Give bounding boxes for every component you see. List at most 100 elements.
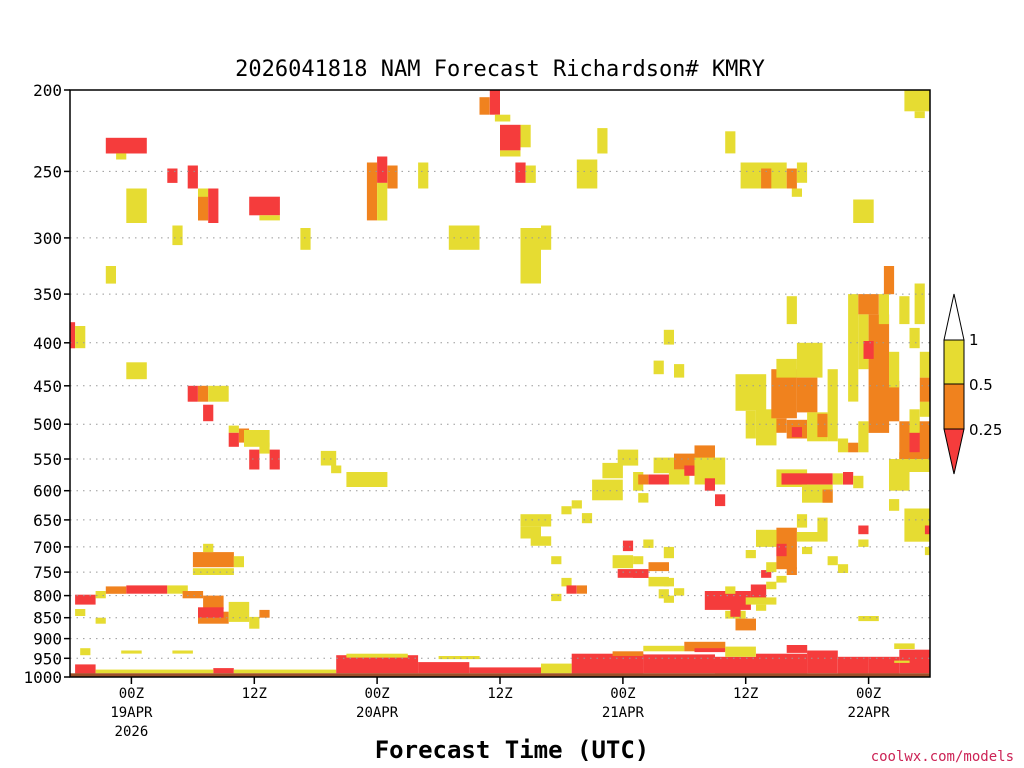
heatmap-cell xyxy=(192,552,234,568)
x-tick-label: 12Z xyxy=(487,686,512,702)
heatmap-cell xyxy=(878,380,900,422)
heatmap-cell xyxy=(883,266,895,295)
heatmap-cell xyxy=(715,494,726,507)
heatmap-cell xyxy=(366,162,378,221)
heatmap-cell xyxy=(259,215,280,221)
heatmap-cell xyxy=(745,550,756,559)
heatmap-cell xyxy=(525,165,536,183)
heatmap-cell xyxy=(346,653,408,658)
heatmap-cell xyxy=(827,369,838,442)
heatmap-cell xyxy=(561,506,572,515)
heatmap-cell xyxy=(320,450,337,466)
heatmap-cell xyxy=(848,442,859,453)
heatmap-cell xyxy=(208,385,229,402)
y-tick-label: 700 xyxy=(33,538,62,557)
x-tick-label: 00Z xyxy=(119,686,144,702)
heatmap-cell xyxy=(924,525,930,535)
heatmap-cell xyxy=(786,567,797,575)
heatmap-cell xyxy=(541,225,552,250)
heatmap-cell xyxy=(233,556,244,568)
heatmap-cell xyxy=(105,266,116,284)
heatmap-cell xyxy=(643,645,685,652)
heatmap-cell xyxy=(126,362,147,380)
heatmap-cell xyxy=(796,162,808,183)
heatmap-cell xyxy=(233,669,337,674)
x-axis: 00Z 19APR 2026 12Z 00Z 20APR 12Z 00Z 21APR 12Z 00Z… xyxy=(110,677,890,740)
heatmap-cell xyxy=(249,449,260,470)
heatmap-cell xyxy=(843,472,854,485)
heatmap-cell xyxy=(167,168,178,183)
heatmap-cell xyxy=(597,128,608,154)
legend-swatch xyxy=(943,383,965,430)
ground-band xyxy=(70,673,930,677)
heatmap-cell xyxy=(116,153,127,160)
x-tick-label: 12Z xyxy=(242,686,267,702)
x-tick-label: 21APR xyxy=(602,705,645,721)
heatmap-cell xyxy=(198,188,209,221)
heatmap-cell xyxy=(228,601,250,622)
heatmap-cell xyxy=(643,654,715,674)
heatmap-cell xyxy=(786,645,808,653)
heatmap-cell xyxy=(617,449,639,466)
heatmap-cell xyxy=(612,555,634,569)
heatmap-cell xyxy=(203,595,224,609)
credit-text: coolwx.com/models xyxy=(871,749,1014,765)
heatmap-cell xyxy=(919,377,930,402)
legend-swatch xyxy=(943,428,965,475)
heatmap-cell xyxy=(817,413,828,438)
y-tick-label: 900 xyxy=(33,630,62,649)
heatmap-cell xyxy=(520,526,541,539)
y-tick-label: 600 xyxy=(33,482,62,501)
y-tick-label: 750 xyxy=(33,563,62,582)
heatmap-cell xyxy=(663,577,674,587)
heatmap-cell xyxy=(909,431,920,453)
heatmap-cell xyxy=(121,650,142,654)
heatmap-cell xyxy=(269,449,280,470)
heatmap-cell xyxy=(735,618,756,631)
heatmap-cell xyxy=(766,581,777,590)
legend-swatch xyxy=(943,293,965,341)
heatmap-cell xyxy=(837,438,849,453)
y-tick-label: 650 xyxy=(33,511,62,530)
heatmap-cell xyxy=(576,159,598,189)
heatmap-cell xyxy=(70,322,76,349)
y-tick-label: 400 xyxy=(33,334,62,353)
heatmap-cell xyxy=(198,607,224,618)
heatmap-cell xyxy=(438,656,480,660)
heatmap-cell xyxy=(494,114,511,122)
heatmap-cell xyxy=(756,653,808,674)
y-tick-label: 950 xyxy=(33,649,62,668)
heatmap-cell xyxy=(648,474,669,485)
heatmap-cell xyxy=(919,351,930,378)
heatmap-cell xyxy=(674,588,685,596)
heatmap-cell xyxy=(756,604,767,611)
heatmap-cell xyxy=(75,594,96,605)
heatmap-cell xyxy=(745,410,756,439)
heatmap-cell xyxy=(756,529,777,547)
heatmap-cell xyxy=(187,165,198,189)
heatmap-cell xyxy=(331,465,342,474)
heatmap-cell xyxy=(674,364,685,378)
heatmap-cell xyxy=(346,472,388,487)
x-tick-label: 20APR xyxy=(356,705,399,721)
heatmap-cell xyxy=(837,564,849,573)
heatmap-cells xyxy=(70,90,930,674)
heatmap-cell xyxy=(198,385,209,402)
legend-label: 0.25 xyxy=(969,421,1002,439)
heatmap-cell xyxy=(909,459,930,472)
heatmap-cell xyxy=(551,556,562,565)
heatmap-cell xyxy=(725,646,756,657)
heatmap-cell xyxy=(633,556,644,565)
heatmap-cell xyxy=(904,508,930,542)
x-tick-label: 22APR xyxy=(848,705,891,721)
heatmap-cell xyxy=(904,90,930,112)
heatmap-cell xyxy=(807,650,838,674)
heatmap-cell xyxy=(418,162,429,189)
heatmap-cell xyxy=(479,97,490,115)
heatmap-cell xyxy=(377,182,388,221)
heatmap-cell xyxy=(761,168,772,189)
heatmap-cell xyxy=(648,576,669,587)
x-tick-label: 00Z xyxy=(856,686,881,702)
heatmap-cell xyxy=(791,427,802,438)
heatmap-cell xyxy=(566,585,577,594)
